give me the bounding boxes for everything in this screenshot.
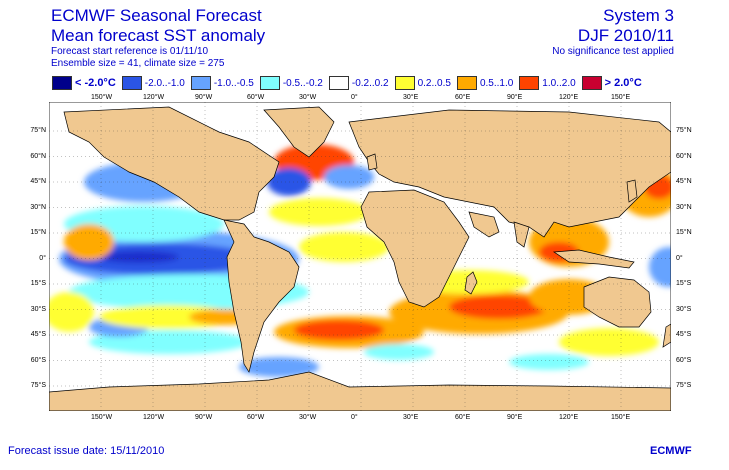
tick-label: 30°E xyxy=(403,414,419,421)
tick-label: 90°E xyxy=(507,94,523,101)
tick-label: 15°N xyxy=(30,229,46,236)
legend-item: -1.0..-0.5 xyxy=(190,76,254,90)
tick-label: 90°E xyxy=(507,414,523,421)
legend-label: 0.2..0.5 xyxy=(417,77,451,89)
tick-label: 30°E xyxy=(403,94,419,101)
legend-swatch xyxy=(519,76,540,90)
legend-item: -0.5..-0.2 xyxy=(259,76,323,90)
ecmwf-logo: ECMWF xyxy=(650,445,692,457)
tick-label: 60°E xyxy=(455,414,471,421)
tick-label: 120°W xyxy=(143,94,165,101)
land-indonesia xyxy=(552,249,635,269)
tick-label: 150°E xyxy=(611,414,631,421)
legend-swatch xyxy=(328,76,349,90)
land-eurasia xyxy=(348,109,671,238)
legend-item: < -2.0°C xyxy=(52,76,116,90)
tick-label: 60°N xyxy=(30,152,46,160)
legend-label: > 2.0°C xyxy=(604,77,642,89)
sst-anomaly-map xyxy=(49,102,671,411)
legend-swatch xyxy=(456,76,477,90)
legend-swatch xyxy=(259,76,280,90)
legend-label: -2.0..-1.0 xyxy=(144,77,185,89)
tick-label: 60°E xyxy=(455,94,471,101)
legend-label: -0.5..-0.2 xyxy=(282,77,323,89)
tick-label: 15°S xyxy=(30,280,46,287)
land-india xyxy=(513,221,530,248)
land-uk xyxy=(366,153,378,171)
tick-label: 60°S xyxy=(30,356,46,364)
legend-item: > 2.0°C xyxy=(581,76,642,90)
significance-note: No significance test applied xyxy=(552,46,674,57)
legend-swatch xyxy=(121,76,142,90)
color-legend: < -2.0°C -2.0..-1.0 -1.0..-0.5 -0.5..-0.2 -0… xyxy=(52,75,648,91)
legend-label: -0.2..0.2 xyxy=(351,77,389,89)
land-greenland xyxy=(263,106,335,158)
legend-swatch xyxy=(581,76,602,90)
tick-label: 60°W xyxy=(247,94,265,101)
tick-label: 15°N xyxy=(676,229,692,236)
land-arabia xyxy=(468,211,500,238)
tick-label: 90°W xyxy=(195,94,213,101)
legend-item: -0.2..0.2 xyxy=(328,76,389,90)
tick-label: 30°W xyxy=(299,94,317,101)
tick-label: 45°N xyxy=(676,178,692,185)
tick-label: 45°S xyxy=(676,331,692,338)
legend-swatch xyxy=(52,76,72,90)
legend-item: 1.0..2.0 xyxy=(519,76,576,90)
tick-label: 0° xyxy=(351,94,358,101)
legend-label: -1.0..-0.5 xyxy=(213,77,254,89)
land-north-america xyxy=(63,106,280,221)
land-africa xyxy=(360,189,470,308)
tick-label: 150°E xyxy=(611,94,631,101)
land-madagascar xyxy=(464,271,478,295)
tick-label: 75°N xyxy=(676,127,692,134)
tick-label: 60°N xyxy=(676,152,692,160)
meta-ensemble-size: Ensemble size = 41, climate size = 275 xyxy=(51,58,225,69)
tick-label: 120°E xyxy=(559,414,579,421)
tick-label: 30°S xyxy=(676,305,692,313)
tick-label: 0° xyxy=(351,414,358,421)
tick-label: 120°W xyxy=(143,414,165,421)
legend-label: < -2.0°C xyxy=(75,77,116,89)
tick-label: 90°W xyxy=(195,414,213,421)
tick-label: 30°W xyxy=(299,414,317,421)
legend-item: 0.2..0.5 xyxy=(394,76,451,90)
title-line-1: ECMWF Seasonal Forecast xyxy=(51,6,262,25)
land-south-america xyxy=(223,219,300,373)
tick-label: 60°S xyxy=(676,356,692,364)
tick-label: 45°N xyxy=(30,178,46,185)
tick-label: 150°W xyxy=(91,414,113,421)
tick-label: 75°S xyxy=(30,382,46,389)
tick-label: 45°S xyxy=(30,331,46,338)
tick-label: 30°N xyxy=(30,203,46,211)
tick-label: 30°S xyxy=(30,305,46,313)
land-australia xyxy=(583,276,652,328)
tick-label: 15°S xyxy=(676,280,692,287)
land-antarctica xyxy=(49,371,671,411)
legend-label: 0.5..1.0 xyxy=(479,77,514,89)
tick-label: 120°E xyxy=(559,94,579,101)
tick-label: 150°W xyxy=(91,94,113,101)
meta-forecast-start: Forecast start reference is 01/11/10 xyxy=(51,46,209,57)
title-line-2: Mean forecast SST anomaly xyxy=(51,26,266,45)
season-label: DJF 2010/11 xyxy=(577,26,674,45)
tick-label: 75°S xyxy=(676,382,692,389)
system-label: System 3 xyxy=(603,6,674,25)
legend-label: 1.0..2.0 xyxy=(542,77,576,89)
tick-label: 30°N xyxy=(676,203,692,211)
issue-date: Forecast issue date: 15/11/2010 xyxy=(8,445,165,457)
tick-label: 75°N xyxy=(30,127,46,134)
legend-swatch xyxy=(394,76,415,90)
legend-swatch xyxy=(190,76,211,90)
tick-label: 0° xyxy=(676,254,683,262)
land-new-zealand xyxy=(662,323,671,348)
land-japan xyxy=(626,179,638,203)
tick-label: 60°W xyxy=(247,414,265,421)
tick-label: 0° xyxy=(39,254,46,262)
legend-item: -2.0..-1.0 xyxy=(121,76,185,90)
legend-item: 0.5..1.0 xyxy=(456,76,514,90)
